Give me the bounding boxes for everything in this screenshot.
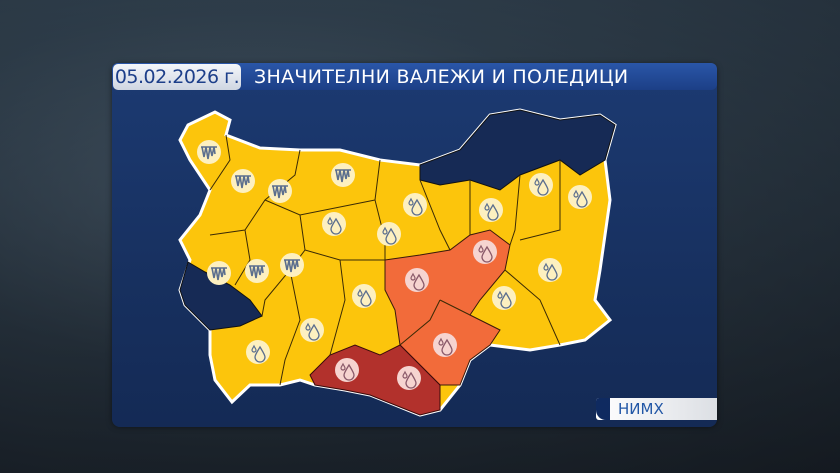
raindrops-icon bbox=[334, 357, 360, 383]
raindrops-icon bbox=[472, 239, 498, 265]
raindrops-icon bbox=[245, 339, 271, 365]
icicles-icon bbox=[244, 258, 270, 284]
region-no-warning-northeast bbox=[419, 109, 616, 191]
date-badge: 05.02.2026 г. bbox=[113, 64, 241, 90]
raindrops-icon bbox=[402, 192, 428, 218]
icicles-icon bbox=[330, 162, 356, 188]
raindrops-icon bbox=[404, 267, 430, 293]
raindrops-icon bbox=[396, 365, 422, 391]
raindrops-icon bbox=[567, 184, 593, 210]
raindrops-icon bbox=[478, 197, 504, 223]
raindrops-icon bbox=[432, 332, 458, 358]
source-text: НИМХ bbox=[618, 400, 664, 418]
source-tab bbox=[596, 398, 610, 420]
icicles-icon bbox=[196, 139, 222, 165]
page-title: ЗНАЧИТЕЛНИ ВАЛЕЖИ И ПОЛЕДИЦИ bbox=[254, 66, 629, 88]
raindrops-icon bbox=[528, 172, 554, 198]
raindrops-icon bbox=[491, 285, 517, 311]
raindrops-icon bbox=[537, 257, 563, 283]
icicles-icon bbox=[230, 168, 256, 194]
icicles-icon bbox=[267, 178, 293, 204]
raindrops-icon bbox=[376, 221, 402, 247]
source-label: НИМХ bbox=[596, 398, 717, 420]
raindrops-icon bbox=[321, 211, 347, 237]
icicles-icon bbox=[279, 252, 305, 278]
raindrops-icon bbox=[299, 317, 325, 343]
province-borders bbox=[209, 134, 561, 386]
raindrops-icon bbox=[351, 283, 377, 309]
icicles-icon bbox=[206, 260, 232, 286]
